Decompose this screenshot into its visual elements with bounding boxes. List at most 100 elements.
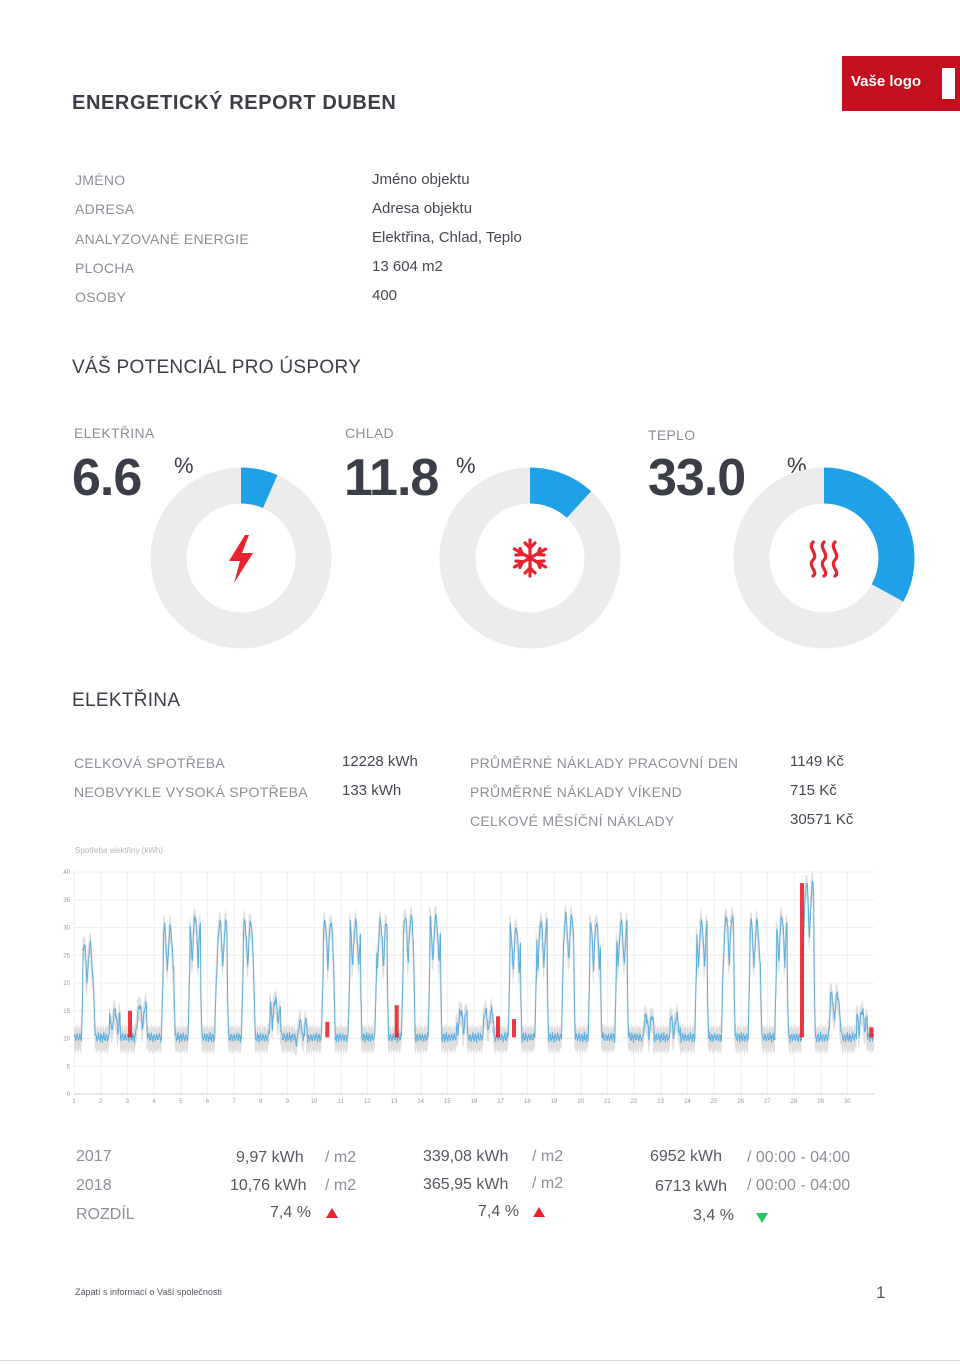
x-tick-label: 18 bbox=[524, 1099, 531, 1105]
donut-heating bbox=[733, 467, 915, 649]
x-tick-label: 12 bbox=[364, 1099, 371, 1105]
stat-value-total: 12228 kWh bbox=[342, 753, 418, 770]
info-label-energies: ANALYZOVANÉ ENERGIE bbox=[75, 231, 250, 247]
triangle-up-icon bbox=[326, 1208, 338, 1218]
stat-value-unusual: 133 kWh bbox=[342, 782, 402, 799]
x-tick-label: 6 bbox=[206, 1099, 210, 1105]
x-tick-label: 14 bbox=[417, 1099, 424, 1105]
comparison-row-label-2017: 2017 bbox=[76, 1148, 112, 1165]
comparison-2017-per-area-unit: / m2 bbox=[325, 1149, 357, 1166]
x-tick-label: 23 bbox=[657, 1099, 664, 1105]
x-tick-label: 15 bbox=[444, 1099, 451, 1105]
donut-fill-heating bbox=[733, 467, 915, 649]
report-title: ENERGETICKÝ REPORT DUBEN bbox=[72, 92, 397, 114]
logo-bar bbox=[942, 68, 955, 99]
company-logo: Vaše logo bbox=[842, 56, 960, 111]
donut-fill-electricity bbox=[150, 467, 332, 649]
comparison-2018-per-area: 10,76 kWh bbox=[230, 1177, 307, 1194]
x-tick-label: 28 bbox=[791, 1099, 798, 1105]
donut-fill-cooling bbox=[439, 467, 621, 649]
y-tick-label: 35 bbox=[63, 898, 70, 904]
snowflake-icon bbox=[512, 538, 548, 578]
gauge-label-heating: TEPLO bbox=[648, 427, 696, 443]
info-label-persons: OSOBY bbox=[75, 289, 127, 305]
triangle-down-icon bbox=[756, 1213, 768, 1223]
comparison-2017-total-area: 339,08 kWh bbox=[423, 1148, 509, 1165]
info-label-address: ADRESA bbox=[75, 201, 135, 217]
y-tick-label: 5 bbox=[67, 1064, 71, 1070]
comparison-row-label-diff: ROZDÍL bbox=[76, 1206, 135, 1223]
stat-label-monthly-cost: CELKOVÉ MĚSÍČNÍ NÁKLADY bbox=[470, 813, 675, 829]
stat-label-weekend-cost: PRŮMĚRNÉ NÁKLADY VÍKEND bbox=[470, 784, 683, 800]
gauge-unit-cooling: % bbox=[456, 453, 476, 478]
x-tick-label: 16 bbox=[471, 1099, 478, 1105]
stat-value-monthly-cost: 30571 Kč bbox=[790, 811, 854, 828]
electricity-section-title: ELEKTŘINA bbox=[72, 690, 181, 711]
consumption-line bbox=[73, 880, 875, 1047]
page-bottom-rule bbox=[0, 1360, 960, 1361]
page-number: 1 bbox=[876, 1283, 886, 1302]
x-tick-label: 29 bbox=[817, 1099, 824, 1105]
triangle-up-icon bbox=[533, 1207, 545, 1217]
x-tick-label: 5 bbox=[179, 1099, 183, 1105]
stat-label-total: CELKOVÁ SPOTŘEBA bbox=[74, 755, 226, 771]
info-value-area: 13 604 m2 bbox=[372, 258, 443, 275]
y-tick-label: 25 bbox=[63, 953, 70, 959]
comparison-2018-night: 6713 kWh bbox=[655, 1178, 728, 1195]
x-tick-label: 2 bbox=[99, 1099, 103, 1105]
x-tick-label: 20 bbox=[577, 1099, 584, 1105]
x-tick-label: 19 bbox=[551, 1099, 558, 1105]
gauge-value-electricity: 6.6 bbox=[72, 449, 142, 507]
x-tick-label: 21 bbox=[604, 1099, 611, 1105]
anomaly-mark bbox=[869, 1027, 874, 1038]
x-tick-label: 24 bbox=[684, 1099, 691, 1105]
stat-label-workday-cost: PRŮMĚRNÉ NÁKLADY PRACOVNÍ DEN bbox=[470, 755, 739, 771]
anomaly-mark bbox=[128, 1010, 132, 1038]
y-tick-label: 40 bbox=[63, 870, 70, 876]
y-tick-label: 10 bbox=[63, 1037, 70, 1043]
x-tick-label: 4 bbox=[152, 1099, 156, 1105]
anomaly-mark bbox=[394, 1005, 399, 1038]
info-label-name: JMÉNO bbox=[75, 172, 126, 188]
info-label-area: PLOCHA bbox=[75, 260, 135, 276]
logo-text: Vaše logo bbox=[851, 73, 922, 90]
gauge-unit-electricity: % bbox=[174, 453, 194, 478]
gauge-value-heating: 33.0 bbox=[648, 449, 746, 507]
stat-value-weekend-cost: 715 Kč bbox=[790, 782, 837, 799]
comparison-2018-per-area-unit: / m2 bbox=[325, 1177, 357, 1194]
comparison-diff-per-area: 7,4 % bbox=[270, 1204, 311, 1221]
gauge-value-cooling: 11.8 bbox=[344, 449, 439, 507]
x-tick-label: 27 bbox=[764, 1099, 771, 1105]
anomaly-mark bbox=[800, 883, 804, 1038]
x-tick-label: 26 bbox=[737, 1099, 744, 1105]
x-tick-label: 25 bbox=[711, 1099, 718, 1105]
info-value-address: Adresa objektu bbox=[372, 200, 473, 217]
y-tick-label: 30 bbox=[63, 926, 70, 932]
donut-electricity bbox=[150, 467, 332, 649]
gauge-label-electricity: ELEKTŘINA bbox=[74, 425, 155, 441]
lightning-icon bbox=[229, 535, 253, 583]
chart-ylabel: Spotřeba elektřiny (kWh) bbox=[75, 846, 164, 855]
stat-label-unusual: NEOBVYKLE VYSOKÁ SPOTŘEBA bbox=[74, 784, 308, 800]
stat-value-workday-cost: 1149 Kč bbox=[790, 753, 844, 770]
info-value-energies: Elektřina, Chlad, Teplo bbox=[372, 229, 522, 246]
x-tick-label: 7 bbox=[232, 1099, 236, 1105]
donut-cooling bbox=[439, 467, 621, 649]
x-tick-label: 3 bbox=[126, 1099, 130, 1105]
info-value-persons: 400 bbox=[372, 287, 398, 304]
comparison-2018-total-area: 365,95 kWh bbox=[423, 1176, 509, 1193]
comparison-diff-total-area: 7,4 % bbox=[478, 1203, 519, 1220]
x-tick-label: 9 bbox=[286, 1099, 290, 1105]
comparison-2017-night-unit: / 00:00 - 04:00 bbox=[747, 1149, 851, 1166]
comparison-2018-night-unit: / 00:00 - 04:00 bbox=[747, 1177, 851, 1194]
x-tick-label: 10 bbox=[311, 1099, 318, 1105]
anomaly-mark bbox=[512, 1019, 516, 1038]
y-tick-label: 0 bbox=[67, 1092, 71, 1098]
x-tick-label: 11 bbox=[338, 1099, 345, 1105]
footer-text: Zápatí s informací o Vaší společnosti bbox=[75, 1287, 222, 1297]
heat-icon bbox=[809, 540, 839, 578]
y-tick-label: 20 bbox=[63, 981, 70, 987]
comparison-diff-night: 3,4 % bbox=[693, 1207, 734, 1224]
info-value-name: Jméno objektu bbox=[372, 171, 470, 188]
